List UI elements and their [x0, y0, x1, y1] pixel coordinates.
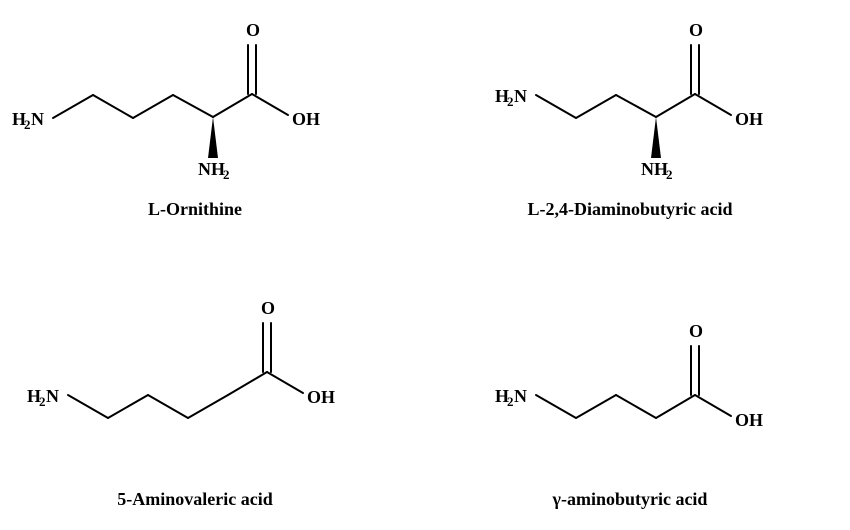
svg-text:N: N [31, 109, 44, 129]
svg-text:2: 2 [39, 394, 46, 409]
svg-text:2: 2 [507, 394, 514, 409]
ornithine-caption: L-Ornithine [148, 199, 242, 219]
svg-text:N: N [514, 386, 527, 406]
svg-text:2: 2 [666, 167, 673, 182]
svg-text:O: O [292, 109, 306, 129]
ava-caption: 5-Aminovaleric acid [117, 489, 272, 509]
svg-text:2: 2 [507, 94, 514, 109]
svg-text:O: O [735, 109, 749, 129]
chemistry-diagram: H2NOOHNH2L-OrnithineH2NOOHNH2L-2,4-Diami… [0, 0, 850, 525]
svg-text:H: H [306, 109, 320, 129]
svg-text:N: N [641, 159, 654, 179]
svg-text:O: O [246, 20, 260, 40]
gaba-caption: γ-aminobutyric acid [552, 489, 708, 509]
svg-text:N: N [514, 86, 527, 106]
dab-caption: L-2,4-Diaminobutyric acid [528, 199, 733, 219]
svg-text:2: 2 [24, 117, 31, 132]
svg-text:2: 2 [223, 167, 230, 182]
svg-text:O: O [261, 298, 275, 318]
svg-text:H: H [321, 387, 335, 407]
svg-text:H: H [749, 109, 763, 129]
svg-text:O: O [689, 321, 703, 341]
svg-text:O: O [689, 20, 703, 40]
svg-text:O: O [735, 410, 749, 430]
svg-text:H: H [749, 410, 763, 430]
svg-text:N: N [46, 386, 59, 406]
svg-text:O: O [307, 387, 321, 407]
svg-text:N: N [198, 159, 211, 179]
